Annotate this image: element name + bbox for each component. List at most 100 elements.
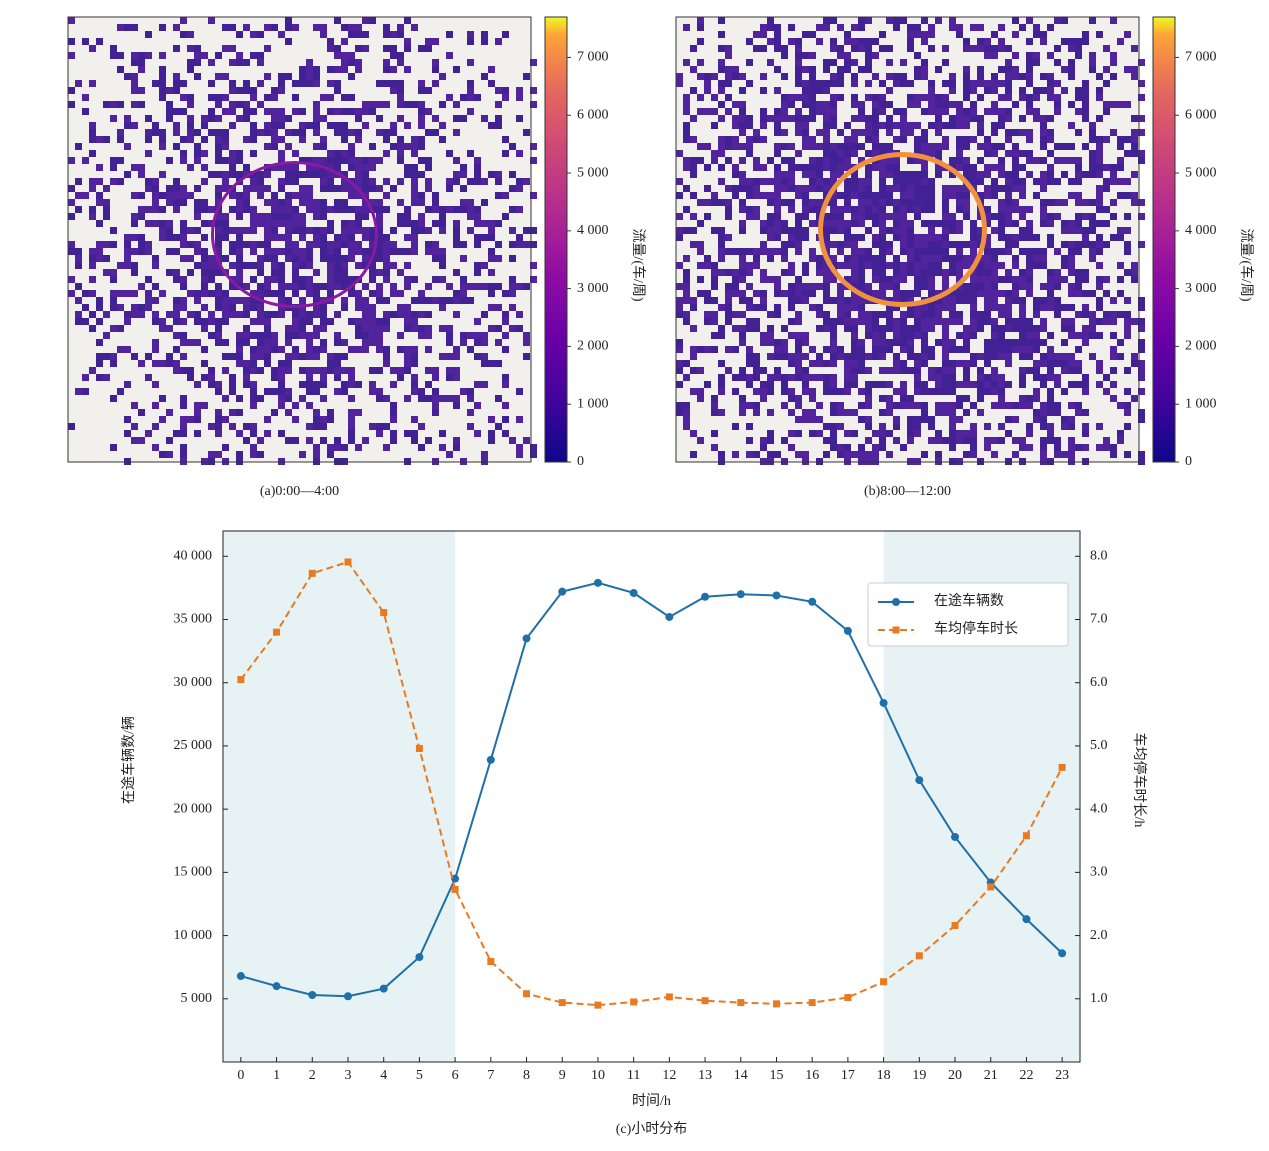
map-cell bbox=[110, 115, 117, 122]
map-cell bbox=[306, 73, 313, 80]
map-cell bbox=[704, 290, 711, 297]
map-cell bbox=[760, 73, 767, 80]
map-cell bbox=[1005, 416, 1012, 423]
map-cell bbox=[823, 325, 830, 332]
map-cell bbox=[1033, 367, 1040, 374]
map-cell bbox=[851, 45, 858, 52]
map-cell bbox=[809, 416, 816, 423]
map-cell bbox=[530, 59, 537, 66]
map-cell bbox=[152, 206, 159, 213]
map-cell bbox=[767, 381, 774, 388]
map-cell bbox=[1005, 115, 1012, 122]
map-cell bbox=[781, 388, 788, 395]
map-cell bbox=[984, 283, 991, 290]
map-cell bbox=[823, 129, 830, 136]
map-cell bbox=[802, 115, 809, 122]
map-cell bbox=[1117, 262, 1124, 269]
map-cell bbox=[355, 136, 362, 143]
map-cell bbox=[1138, 416, 1145, 423]
map-cell bbox=[355, 290, 362, 297]
map-cell bbox=[900, 346, 907, 353]
map-cell bbox=[914, 241, 921, 248]
map-cell bbox=[229, 297, 236, 304]
map-cell bbox=[970, 227, 977, 234]
map-cell bbox=[858, 269, 865, 276]
map-cell bbox=[774, 45, 781, 52]
map-cell bbox=[369, 339, 376, 346]
map-cell bbox=[432, 402, 439, 409]
map-cell bbox=[697, 395, 704, 402]
map-cell bbox=[774, 276, 781, 283]
map-cell bbox=[201, 325, 208, 332]
map-cell bbox=[956, 290, 963, 297]
map-cell bbox=[1047, 178, 1054, 185]
map-cell bbox=[921, 409, 928, 416]
map-cell bbox=[956, 157, 963, 164]
map-cell bbox=[117, 24, 124, 31]
map-cell bbox=[886, 17, 893, 24]
map-cell bbox=[1012, 171, 1019, 178]
map-cell bbox=[222, 339, 229, 346]
map-cell bbox=[278, 115, 285, 122]
map-cell bbox=[711, 262, 718, 269]
map-cell bbox=[872, 220, 879, 227]
map-cell bbox=[830, 59, 837, 66]
map-cell bbox=[879, 150, 886, 157]
map-cell bbox=[145, 430, 152, 437]
map-cell bbox=[362, 262, 369, 269]
legend-marker bbox=[892, 626, 900, 634]
map-cell bbox=[1019, 318, 1026, 325]
map-cell bbox=[376, 199, 383, 206]
map-cell bbox=[809, 388, 816, 395]
map-cell bbox=[236, 269, 243, 276]
map-cell bbox=[173, 346, 180, 353]
map-cell bbox=[159, 360, 166, 367]
map-cell bbox=[474, 213, 481, 220]
map-cell bbox=[823, 115, 830, 122]
map-cell bbox=[830, 73, 837, 80]
map-cell bbox=[201, 122, 208, 129]
map-cell bbox=[327, 108, 334, 115]
map-cell bbox=[858, 45, 865, 52]
map-cell bbox=[194, 52, 201, 59]
map-cell bbox=[222, 234, 229, 241]
map-cell bbox=[187, 66, 194, 73]
map-cell bbox=[222, 290, 229, 297]
map-cell bbox=[760, 24, 767, 31]
map-cell bbox=[1005, 402, 1012, 409]
map-cell bbox=[718, 451, 725, 458]
map-cell bbox=[963, 409, 970, 416]
map-cell bbox=[963, 381, 970, 388]
map-cell bbox=[1103, 241, 1110, 248]
map-cell bbox=[676, 150, 683, 157]
map-cell bbox=[229, 108, 236, 115]
map-cell bbox=[935, 318, 942, 325]
map-cell bbox=[1110, 17, 1117, 24]
map-cell bbox=[425, 45, 432, 52]
map-cell bbox=[243, 164, 250, 171]
map-cell bbox=[984, 353, 991, 360]
map-cell bbox=[921, 66, 928, 73]
map-cell bbox=[851, 367, 858, 374]
map-cell bbox=[1033, 87, 1040, 94]
map-cell bbox=[313, 143, 320, 150]
map-cell bbox=[257, 171, 264, 178]
map-cell bbox=[446, 150, 453, 157]
map-cell bbox=[320, 283, 327, 290]
map-cell bbox=[404, 122, 411, 129]
map-cell bbox=[516, 87, 523, 94]
map-cell bbox=[886, 213, 893, 220]
map-cell bbox=[788, 444, 795, 451]
map-cell bbox=[131, 59, 138, 66]
map-cell bbox=[1082, 381, 1089, 388]
map-cell bbox=[928, 353, 935, 360]
map-cell bbox=[215, 157, 222, 164]
map-cell bbox=[131, 87, 138, 94]
map-cell bbox=[837, 129, 844, 136]
map-cell bbox=[1019, 234, 1026, 241]
plot-frame bbox=[222, 530, 1081, 1063]
map-cell bbox=[250, 171, 257, 178]
map-cell bbox=[313, 213, 320, 220]
map-cell bbox=[453, 206, 460, 213]
map-cell bbox=[970, 437, 977, 444]
